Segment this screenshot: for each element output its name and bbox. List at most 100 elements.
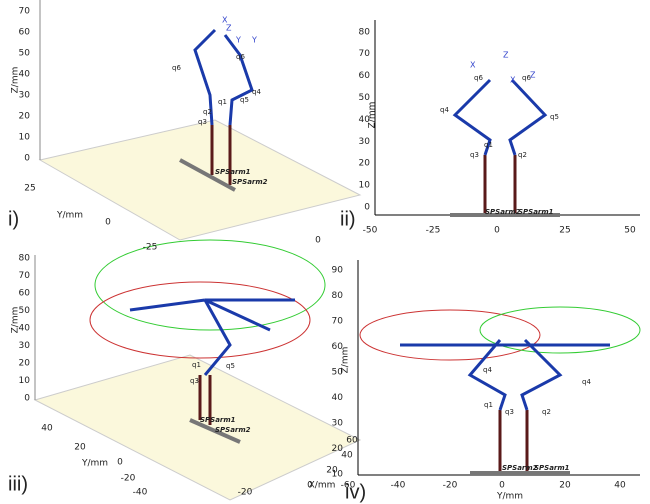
joint-label: q4 [252, 88, 261, 96]
z-tick-label: 20 [359, 159, 371, 169]
arm-label: SPSarm2 [232, 178, 268, 186]
z-tick-label: 70 [332, 317, 344, 327]
z-tick-label: 60 [359, 71, 371, 81]
joint-label: q3 [190, 377, 199, 385]
z-tick-label: 80 [19, 254, 31, 264]
arm-label: SPSarm2 [485, 208, 521, 216]
joint-label: q5 [550, 113, 559, 121]
arm-label: SPSarm2 [215, 426, 251, 434]
y-axis-label: Y/mm [56, 211, 83, 221]
z-tick-label: 40 [332, 393, 344, 403]
joint-label: q3 [198, 118, 207, 126]
ellipsoid [95, 240, 325, 330]
joint-label: q3 [470, 151, 479, 159]
x-tick-label: 50 [624, 226, 636, 236]
joint-label: q4 [582, 378, 591, 386]
z-tick-label: 30 [359, 137, 371, 147]
z-tick-label: 10 [332, 470, 344, 480]
x-tick-label: -40 [391, 481, 406, 491]
y-tick-label: 25 [24, 184, 35, 194]
joint-label: q4 [440, 106, 449, 114]
z-tick-label: 70 [359, 49, 371, 59]
y-axis-label: Y/mm [81, 459, 108, 469]
z-tick-label: 50 [359, 93, 371, 103]
x-tick-label: -20 [238, 488, 253, 498]
joint-label: q3 [505, 408, 514, 416]
z-tick-label: 70 [19, 7, 31, 17]
z-tick-label: 10 [19, 376, 31, 386]
y-tick-label: 40 [41, 424, 53, 434]
y-tick-label: 0 [105, 218, 111, 228]
x-tick-label: 40 [614, 481, 626, 491]
y-tick-label: 20 [74, 443, 86, 453]
frame-label: Y [235, 36, 241, 45]
z-tick-label: 30 [19, 341, 31, 351]
arm-label: SPSarm1 [200, 416, 236, 424]
z-tick-label: 60 [19, 28, 31, 38]
x-tick-label: -60 [341, 481, 356, 491]
joint-label: q2 [518, 151, 527, 159]
joint-label: q5 [226, 362, 235, 370]
x-tick-label: 60 [346, 436, 358, 446]
joint-label: q6 [236, 53, 245, 61]
frame-label: Z [503, 51, 509, 60]
x-tick-label: 0 [499, 481, 505, 491]
joint-label: q1 [484, 141, 493, 149]
z-axis-label: Z/mm [368, 102, 378, 129]
figure: i)010203040506070Z/mm250-25Y/mm0q1q2q3q4… [0, 0, 650, 504]
z-axis-label: Z/mm [11, 307, 21, 334]
joint-label: q6 [172, 64, 181, 72]
y-tick-label: -25 [143, 243, 158, 253]
y-tick-label: -40 [133, 488, 148, 498]
panel-label: i) [8, 208, 19, 230]
floor-plane [40, 120, 360, 240]
arm-label: SPSarm1 [534, 464, 570, 472]
z-tick-label: 0 [24, 394, 30, 404]
x-tick-label: 40 [341, 451, 353, 461]
z-tick-label: 20 [19, 112, 31, 122]
panel-label: ii) [340, 208, 356, 230]
z-tick-label: 50 [19, 49, 31, 59]
x-tick-label: 25 [559, 226, 570, 236]
joint-label: q1 [218, 98, 227, 106]
z-tick-label: 30 [332, 419, 344, 429]
z-axis-label: Z/mm [11, 67, 21, 94]
x-axis-label: Y/mm [496, 492, 523, 502]
ellipsoid [360, 310, 540, 360]
joint-label: q6 [474, 74, 483, 82]
y-tick-label: -20 [121, 474, 136, 484]
z-tick-label: 20 [19, 359, 31, 369]
joint-label: q5 [240, 96, 249, 104]
panel-label: iii) [8, 473, 28, 495]
ellipsoid [90, 282, 310, 358]
joint-label: q1 [192, 361, 201, 369]
joint-label: q2 [203, 108, 212, 116]
arm-label: SPSarm2 [502, 464, 538, 472]
arm-label: SPSarm1 [215, 168, 251, 176]
frame-label: Y [251, 36, 257, 45]
x-tick-label: -50 [363, 226, 378, 236]
z-tick-label: 70 [19, 271, 31, 281]
z-tick-label: 10 [359, 181, 371, 191]
joint-label: q4 [483, 366, 492, 374]
frame-label: X [510, 76, 516, 85]
frame-label: Z [530, 71, 536, 80]
joint-label: q2 [542, 408, 551, 416]
z-tick-label: 0 [24, 154, 30, 164]
x-tick-label: 0 [494, 226, 500, 236]
z-tick-label: 80 [359, 27, 371, 37]
z-tick-label: 0 [364, 203, 370, 213]
x-tick-label: 0 [315, 236, 321, 246]
z-tick-label: 20 [332, 444, 344, 454]
arm-label: SPSarm1 [518, 208, 554, 216]
x-axis-label: X/mm [309, 481, 336, 491]
frame-label: Z [226, 24, 232, 33]
z-tick-label: 80 [332, 291, 344, 301]
z-axis-label: Z/mm [341, 347, 351, 374]
joint-label: q1 [484, 401, 493, 409]
z-tick-label: 90 [332, 266, 344, 276]
y-tick-label: 0 [117, 458, 123, 468]
x-tick-label: 20 [559, 481, 571, 491]
x-tick-label: -20 [443, 481, 458, 491]
frame-label: X [470, 61, 476, 70]
